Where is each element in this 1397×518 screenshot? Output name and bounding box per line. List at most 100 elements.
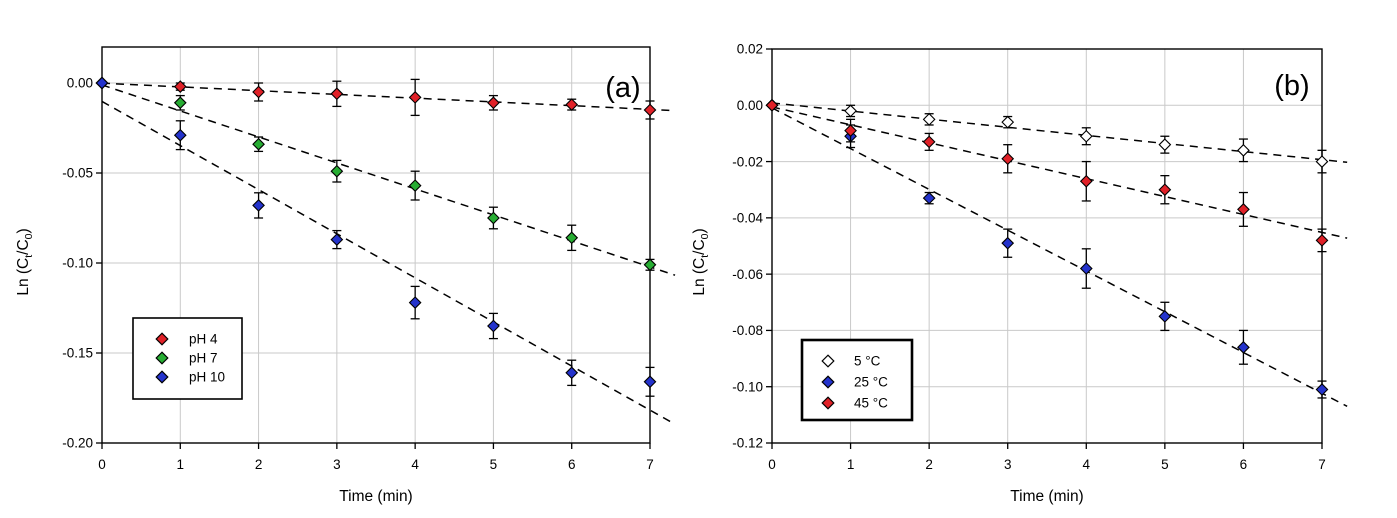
y-axis-tick-label: -0.02 [732, 154, 763, 169]
marker-diamond [765, 98, 779, 112]
panel-b: 0.02 0.00 -0.02 -0.04 -0.06 -0.08 -0.10 -0.12 0 1… [691, 42, 1348, 505]
legend-label: 45 °C [854, 396, 888, 411]
legend-label: 5 °C [854, 354, 881, 369]
y-axis-tick-label: -0.20 [62, 436, 93, 451]
fit-line-pH-4 [101, 82, 676, 112]
panel-a: 0.00 -0.05 -0.10 -0.15 -0.20 0 1 2 3 4 5 6 7 pH 4 pH 7… [15, 46, 676, 505]
marker-diamond [330, 233, 344, 246]
marker-diamond [1079, 262, 1093, 275]
panel-label: (a) [605, 72, 640, 104]
x-axis-tick-label: 6 [1240, 457, 1248, 472]
fit-line-pH-7 [101, 84, 676, 276]
marker-diamond [1001, 152, 1015, 166]
x-axis-label: Time (min) [339, 488, 412, 505]
marker-diamond [173, 80, 187, 93]
marker-diamond [487, 211, 500, 225]
marker-diamond [330, 87, 344, 101]
legend-label: 25 °C [854, 375, 888, 390]
y-axis-tick-label: 0.02 [737, 42, 763, 57]
fit-line-25-°C [771, 107, 1348, 407]
x-axis-tick-label: 2 [255, 457, 263, 472]
x-axis-tick-label: 4 [1083, 457, 1091, 472]
x-axis-tick-label: 7 [1318, 457, 1326, 472]
marker-diamond-open [1158, 138, 1172, 152]
x-axis-tick-label: 6 [568, 457, 576, 472]
axis-ticks [766, 48, 1323, 449]
marker-diamond [1315, 383, 1329, 396]
x-axis-tick-label: 5 [1161, 457, 1169, 472]
x-axis-tick-label: 4 [411, 457, 419, 472]
x-axis-label: Time (min) [1010, 488, 1083, 505]
marker-diamond [95, 76, 109, 90]
marker-diamond [330, 164, 344, 178]
x-axis-tick-label: 2 [925, 457, 933, 472]
y-axis-tick-label: -0.10 [732, 379, 763, 394]
marker-diamond [252, 199, 265, 212]
fit-lines [771, 102, 1348, 407]
y-axis-tick-label: -0.12 [732, 436, 763, 451]
x-axis-tick-label: 0 [98, 457, 106, 472]
series-pH-10 [95, 76, 657, 397]
marker-diamond [922, 135, 936, 149]
x-axis-tick-label: 1 [847, 457, 855, 472]
legend-box [132, 317, 243, 400]
marker-diamond [408, 179, 422, 192]
marker-diamond [173, 96, 187, 110]
marker-diamond [1158, 309, 1172, 323]
marker-diamond [643, 375, 657, 389]
marker-diamond-open [1237, 143, 1250, 157]
fit-lines [101, 82, 676, 425]
marker-diamond [1158, 183, 1172, 197]
plot-border [101, 46, 651, 444]
marker-diamond [408, 91, 422, 104]
legend-label: pH 10 [189, 370, 225, 385]
legend-box [800, 338, 914, 422]
legend-marker-diamond [821, 375, 835, 389]
legend: pH 4 pH 7 pH 10 [132, 317, 243, 400]
x-axis-tick-label: 3 [333, 457, 341, 472]
x-axis-tick-label: 0 [768, 457, 776, 472]
x-axis-tick-label: 1 [177, 457, 185, 472]
legend-marker-diamond [821, 396, 835, 410]
marker-diamond [408, 296, 422, 309]
marker-diamond [565, 98, 579, 111]
y-axis-tick-label: -0.04 [732, 211, 763, 226]
y-axis-tick-label: -0.15 [62, 346, 93, 361]
legend-marker-diamond-open [821, 354, 835, 368]
fit-line-pH-10 [101, 100, 676, 425]
marker-diamond [252, 85, 265, 99]
legend-marker-diamond [155, 370, 169, 384]
y-axis-tick-label: -0.05 [62, 166, 93, 181]
marker-diamond-open [922, 112, 936, 126]
legend-label: pH 7 [189, 351, 218, 366]
marker-diamond-open [844, 104, 857, 118]
marker-diamond-open [1079, 129, 1093, 143]
marker-diamond-open [1001, 115, 1015, 129]
marker-diamond [487, 319, 500, 333]
marker-diamond [1237, 203, 1250, 216]
series-45-°C [765, 98, 1329, 253]
legend-marker-diamond [155, 351, 169, 365]
legend: 5 °C 25 °C 45 °C [800, 338, 914, 422]
y-axis-tick-label: 0.00 [67, 76, 93, 91]
marker-diamond [1079, 174, 1093, 188]
y-axis-tick-label: 0.00 [737, 98, 763, 113]
marker-diamond [173, 128, 187, 142]
y-axis-tick-label: -0.10 [62, 256, 93, 271]
y-axis-label: Ln (Ct/C0) [15, 228, 35, 295]
marker-diamond [487, 96, 500, 110]
fit-line-5-°C [771, 102, 1348, 164]
marker-diamond [643, 103, 657, 117]
marker-diamond [1315, 233, 1329, 247]
y-axis-tick-label: -0.08 [732, 323, 763, 338]
panel-label: (b) [1274, 70, 1309, 102]
marker-diamond [565, 231, 579, 245]
x-axis-tick-label: 3 [1004, 457, 1012, 472]
legend-label: pH 4 [189, 332, 218, 347]
x-axis-tick-label: 5 [490, 457, 498, 472]
x-axis-tick-label: 7 [646, 457, 654, 472]
marker-diamond [1001, 236, 1015, 250]
fit-line-45-°C [771, 106, 1348, 239]
